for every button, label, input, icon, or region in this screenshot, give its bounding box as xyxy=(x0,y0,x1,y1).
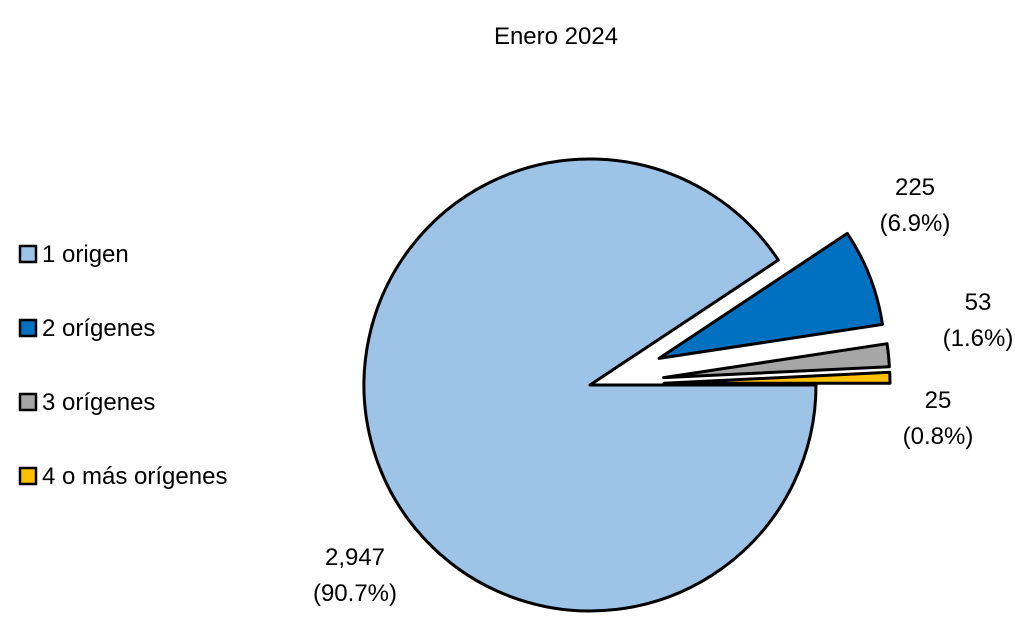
data-labels: 2,947 (90.7%) 225 (6.9%) 53 (1.6%) 25 (0.8%) xyxy=(313,174,1013,607)
legend-item-1-origen: 1 origen xyxy=(18,241,129,268)
legend-swatch-3-origenes xyxy=(18,392,38,412)
data-label-percent-3-origenes: (1.6%) xyxy=(943,325,1014,352)
legend-label-1-origen: 1 origen xyxy=(42,241,129,268)
legend-item-3-origenes: 3 orígenes xyxy=(18,389,155,416)
legend-swatch-4-o-mas-origenes xyxy=(18,466,38,486)
data-label-value-3-origenes: 53 xyxy=(965,289,992,316)
pie-slice-3-origenes xyxy=(662,342,891,380)
legend-label-3-origenes: 3 orígenes xyxy=(42,389,155,416)
data-label-value-2-origenes: 225 xyxy=(895,174,935,201)
data-label-percent-1-origen: (90.7%) xyxy=(313,580,397,607)
data-label-value-1-origen: 2,947 xyxy=(325,544,385,571)
pie-slices xyxy=(362,157,892,613)
legend-swatch-2-origenes xyxy=(18,318,38,338)
data-label-percent-4-o-mas-origenes: (0.8%) xyxy=(903,423,974,450)
legend-label-4-o-mas-origenes: 4 o más orígenes xyxy=(42,463,227,490)
pie-slice-1-origen xyxy=(362,157,818,613)
data-label-value-4-o-mas-origenes: 25 xyxy=(925,387,952,414)
legend: 1 origen 2 orígenes 3 orígenes 4 o más oríg… xyxy=(18,241,227,490)
legend-swatch-1-origen xyxy=(18,244,38,264)
legend-label-2-origenes: 2 orígenes xyxy=(42,315,155,342)
chart-title: Enero 2024 xyxy=(494,23,618,50)
legend-item-2-origenes: 2 orígenes xyxy=(18,315,155,342)
pie-slice-2-origenes xyxy=(657,231,884,360)
pie-slice-4-o-mas-origenes xyxy=(662,370,892,385)
legend-item-4-o-mas-origenes: 4 o más orígenes xyxy=(18,463,227,490)
data-label-percent-2-origenes: (6.9%) xyxy=(880,210,951,237)
